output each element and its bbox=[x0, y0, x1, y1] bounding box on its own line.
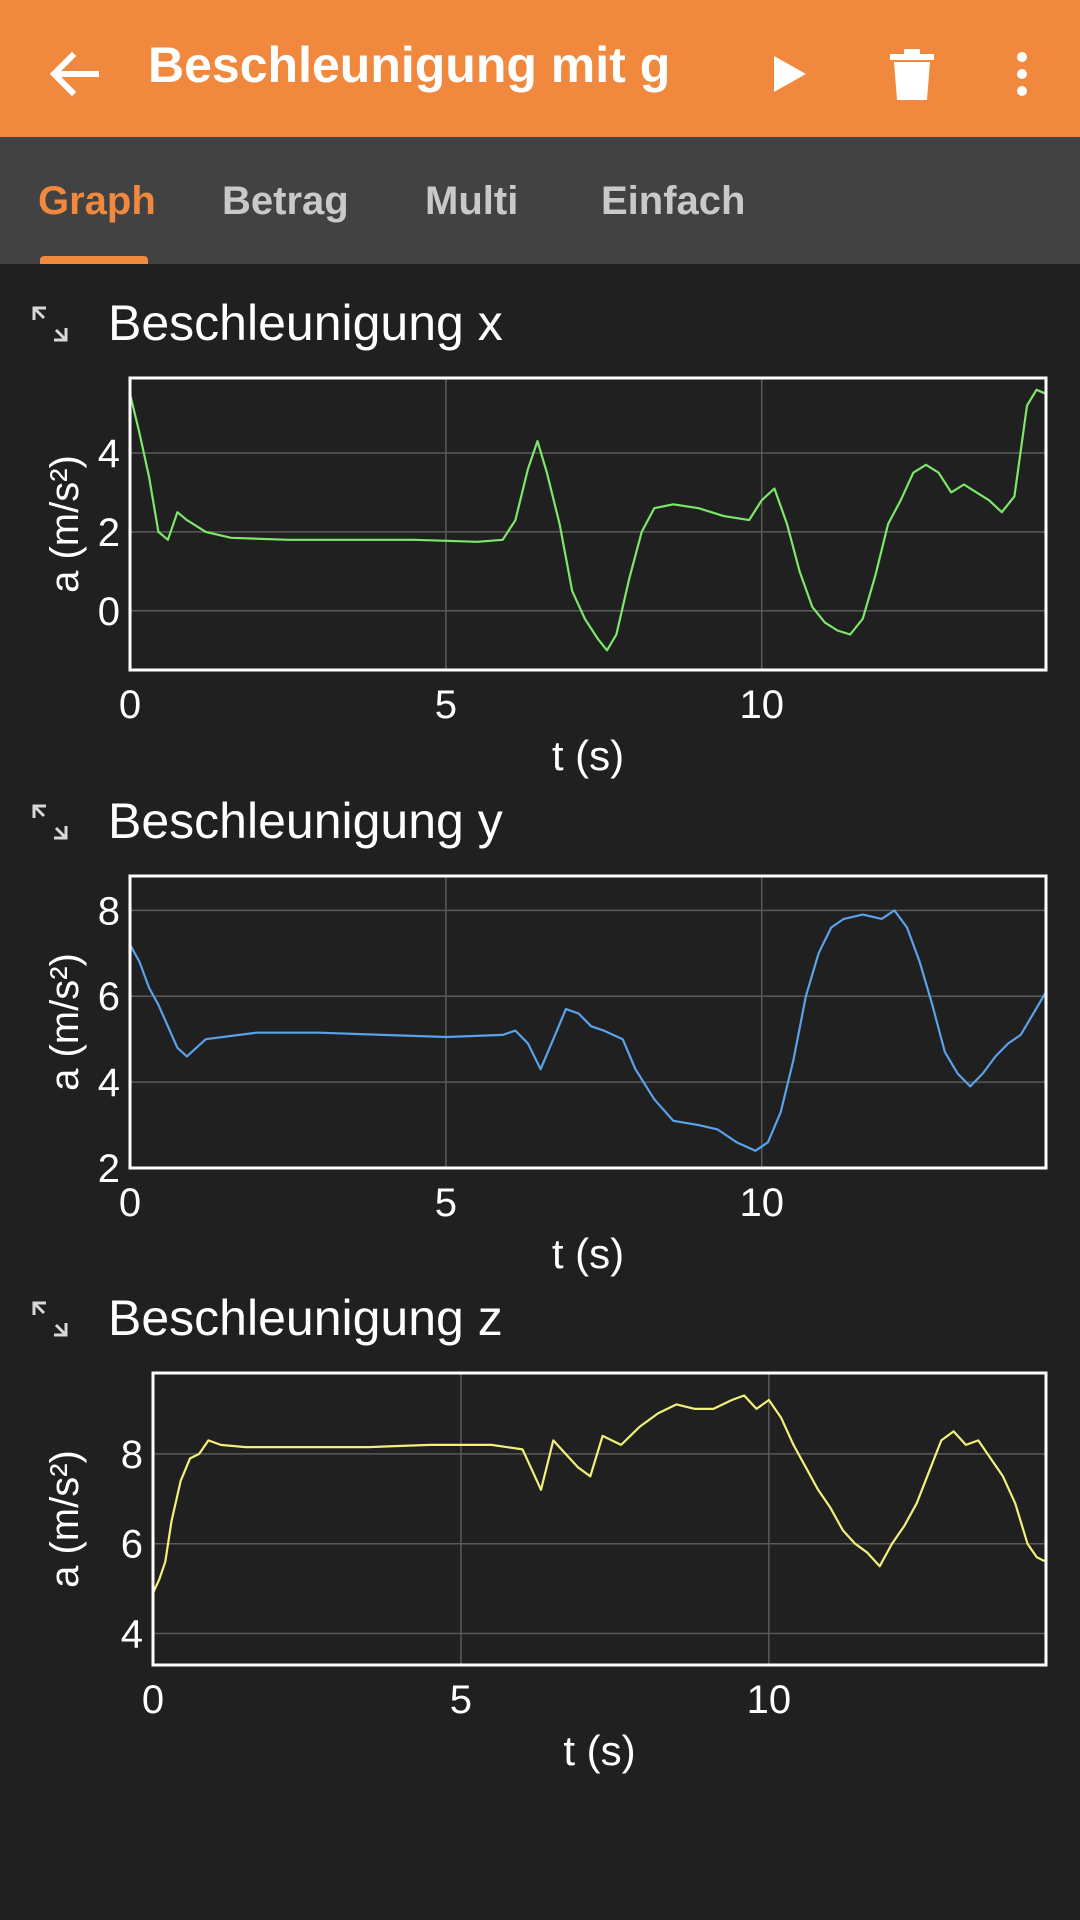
tab-betrag[interactable]: Betrag bbox=[222, 179, 349, 223]
y-tick-label: 4 bbox=[121, 1613, 143, 1657]
graph-title-y: Beschleunigung y bbox=[108, 793, 503, 849]
x-tick-label: 5 bbox=[435, 683, 457, 727]
graph-x-chart[interactable]: 0 5 10 0 2 4 t (s) a (m/s²) bbox=[0, 370, 1080, 780]
expand-icon[interactable] bbox=[28, 800, 72, 844]
page-title: Beschleunigung mit g bbox=[148, 37, 671, 93]
tab-graph[interactable]: Graph bbox=[38, 179, 156, 223]
x-tick-label: 0 bbox=[119, 683, 141, 727]
expand-icon[interactable] bbox=[28, 302, 72, 346]
tab-multi[interactable]: Multi bbox=[425, 179, 519, 223]
app-bar: Beschleunigung mit g bbox=[0, 0, 1080, 137]
x-tick-label: 10 bbox=[739, 1181, 784, 1225]
series-line bbox=[129, 909, 1047, 1152]
y-tick-label: 8 bbox=[98, 889, 120, 933]
expand-icon[interactable] bbox=[28, 1297, 72, 1341]
x-axis-label: t (s) bbox=[552, 1230, 624, 1277]
arrow-left-icon[interactable] bbox=[44, 44, 104, 104]
plot-frame bbox=[128, 874, 1048, 1170]
y-tick-label: 4 bbox=[98, 432, 120, 476]
graph-title-x: Beschleunigung x bbox=[108, 295, 503, 351]
tab-bar: Graph Betrag Multi Einfach bbox=[0, 137, 1080, 264]
trash-icon[interactable] bbox=[884, 44, 940, 104]
x-tick-label: 5 bbox=[450, 1678, 472, 1722]
x-tick-label: 0 bbox=[142, 1678, 164, 1722]
y-axis-label: a (m/s²) bbox=[43, 1450, 87, 1588]
y-axis-label: a (m/s²) bbox=[43, 455, 87, 593]
y-tick-label: 0 bbox=[98, 590, 120, 634]
more-vert-icon[interactable] bbox=[994, 44, 1050, 104]
plot-frame bbox=[151, 1371, 1048, 1667]
y-tick-label: 8 bbox=[121, 1433, 143, 1477]
graph-z-chart[interactable]: 0 5 10 4 6 8 t (s) a (m/s²) bbox=[0, 1365, 1080, 1775]
x-axis-label: t (s) bbox=[563, 1727, 635, 1774]
graph-y-chart[interactable]: 0 5 10 2 4 6 8 t (s) a (m/s²) bbox=[0, 868, 1080, 1278]
y-tick-label: 4 bbox=[98, 1061, 120, 1105]
y-tick-label: 2 bbox=[98, 1147, 120, 1191]
y-axis-label: a (m/s²) bbox=[43, 953, 87, 1091]
series-line bbox=[128, 388, 1047, 652]
x-tick-label: 10 bbox=[747, 1678, 792, 1722]
y-tick-label: 2 bbox=[98, 511, 120, 555]
series-line bbox=[152, 1394, 1047, 1594]
x-tick-label: 10 bbox=[739, 683, 784, 727]
y-tick-label: 6 bbox=[98, 975, 120, 1019]
y-tick-label: 6 bbox=[121, 1523, 143, 1567]
graph-title-z: Beschleunigung z bbox=[108, 1290, 503, 1346]
x-tick-label: 0 bbox=[119, 1181, 141, 1225]
active-tab-indicator bbox=[40, 256, 148, 264]
plot-frame bbox=[128, 376, 1048, 672]
x-axis-label: t (s) bbox=[552, 732, 624, 779]
tab-einfach[interactable]: Einfach bbox=[601, 179, 746, 223]
play-icon[interactable] bbox=[762, 44, 818, 104]
x-tick-label: 5 bbox=[435, 1181, 457, 1225]
